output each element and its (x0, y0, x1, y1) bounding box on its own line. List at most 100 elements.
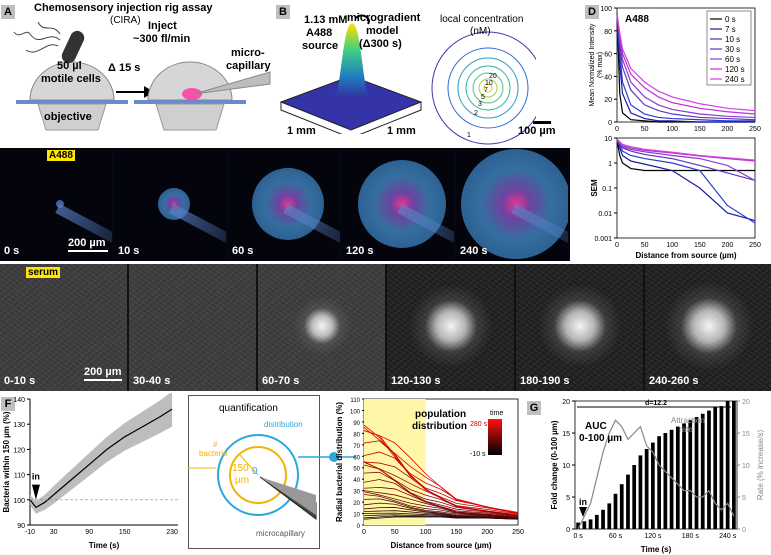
x-tick-label: 150 (451, 529, 463, 536)
x-tick-label: 0 (362, 529, 366, 536)
sem-band (30, 393, 173, 514)
panel-label-g: G (527, 401, 541, 415)
fold-change-bar (576, 522, 580, 529)
panel-e-frame: 30-40 s (129, 264, 256, 391)
x-tick-label: 90 (85, 529, 93, 536)
panel-g-ylabel: Fold change (0-100 µm) (550, 420, 559, 509)
panel-a-capillary-2: capillary (226, 60, 271, 72)
panel-b-conc-unit: (nM) (470, 26, 491, 37)
sem-line-240-s (616, 138, 756, 161)
panel-f-radius: 150 (232, 463, 249, 474)
panel-f-distribution-chart: 0 10 20 30 40 50 60 70 80 90 100 110 0 50 100 150 200 250… (335, 398, 524, 550)
y2-tick-label: 0 (742, 527, 746, 534)
contour-label-1: 1 (467, 132, 471, 139)
fold-change-bar (694, 417, 699, 529)
fold-change-bar (601, 509, 605, 529)
x-tick-label: 250 (749, 242, 761, 249)
fold-change-bar (582, 521, 587, 529)
fold-change-bar (657, 436, 661, 529)
panel-f-left-ylabel: Bacteria within 150 µm (%) (2, 411, 11, 512)
panel-d-title: A488 (625, 14, 649, 25)
panel-b-source-conc: 1.13 mM (304, 14, 348, 26)
time-colorbar (488, 419, 502, 455)
panel-d-xlabel: Distance from source (µm) (635, 251, 736, 260)
fold-change-bar (682, 423, 686, 529)
x-tick-label: -10 (25, 529, 35, 536)
panel-g-xlabel: Time (s) (641, 545, 672, 554)
x-tick-label: 100 (666, 242, 678, 249)
distribution-curve (363, 471, 519, 517)
y-tick-label: 0.1 (602, 186, 612, 193)
panel-a-objective: objective (44, 111, 92, 123)
x-tick-label: 0 s (573, 533, 583, 540)
panel-label-a: A (1, 5, 15, 19)
intensity-line-120-s (616, 13, 756, 115)
panel-e-frame: 120-130 s (387, 264, 514, 391)
y-tick-label: 70 (353, 444, 360, 450)
panel-b-axis-right: 1 mm (387, 125, 416, 137)
x-tick-label: 100 (666, 126, 678, 133)
panel-b-conc-title: local concentration (440, 14, 524, 25)
fold-change-bar (669, 429, 674, 529)
panel-c-frame-time: 10 s (118, 245, 140, 257)
y-tick-label: 20 (604, 97, 612, 104)
y-tick-label: 0 (566, 527, 570, 534)
panel-b-source-dye: A488 (306, 27, 333, 39)
sem-line-10-s (616, 140, 756, 224)
panel-f-bacteria: bacteria (199, 449, 228, 458)
panel-e-frame: 240-260 s (645, 264, 771, 391)
panel-b-scale-label: 100 µm (518, 125, 556, 137)
legend-label: 240 s (725, 75, 745, 84)
intensity-line-10-s (616, 13, 755, 122)
fold-change-bar (644, 449, 649, 529)
panel-d-top-ylabel: Mean Normalized Intensity (589, 23, 596, 106)
panel-c-dye-label: A488 (47, 150, 75, 161)
panel-f-distribution: distribution (264, 420, 303, 429)
dist-title-2: distribution (412, 421, 467, 432)
y-tick-label: 20 (353, 501, 360, 507)
intensity-line-60-s (616, 13, 756, 119)
legend-label: 120 s (725, 65, 745, 74)
y-tick-label: 100 (600, 6, 612, 13)
y-tick-label: 0 (357, 524, 361, 530)
fold-change-bar (594, 514, 599, 529)
panel-f-quant-box (188, 395, 320, 549)
effect-size: d=12.2 (645, 400, 667, 407)
panel-f-bacteria-hash: # (213, 440, 218, 449)
panel-label-f: F (1, 397, 15, 411)
panel-f-quant-title: quantification (219, 403, 278, 414)
panel-e-scalebar (84, 379, 122, 381)
y-tick-label: 110 (14, 473, 25, 480)
distribution-curve (363, 490, 519, 518)
panel-a-title: Chemosensory injection rig assay (34, 2, 213, 14)
x-tick-label: 250 (749, 126, 761, 133)
panel-f-origin: 0 (252, 466, 258, 477)
panel-b-axis-left: 1 mm (287, 125, 316, 137)
time-colorbar-min: -10 s (470, 451, 486, 458)
sem-line-30-s (616, 140, 756, 182)
distribution-curve (363, 479, 519, 517)
x-tick-label: 0 (615, 126, 619, 133)
time-colorbar-title: time (490, 410, 503, 417)
panel-a-schematic (13, 21, 271, 131)
x-tick-label: 150 (694, 242, 706, 249)
panel-b-model-3: (Δ300 s) (359, 38, 402, 50)
panel-f-radius-unit: µm (235, 475, 250, 486)
y-tick-label: 100 (13, 498, 25, 505)
x-tick-label: 60 s (609, 533, 623, 540)
injection-label: in (32, 472, 40, 482)
injection-arrow-icon (579, 507, 587, 517)
panel-label-b: B (276, 5, 290, 19)
y-tick-label: 100 (350, 409, 361, 415)
x-tick-label: 50 (641, 126, 649, 133)
x-tick-label: 200 (722, 242, 734, 249)
panel-b-surface (279, 14, 423, 134)
panel-f-left-xlabel: Time (s) (89, 541, 120, 550)
panel-a-cells-volume: 50 µl (57, 60, 82, 72)
panel-c-strip: 0 s 10 s 60 s 120 s 240 s (0, 148, 570, 261)
y-tick-label: 15 (562, 431, 570, 438)
fold-change-bar (607, 503, 612, 529)
panel-c-scalebar (68, 250, 108, 252)
y-tick-label: 0.001 (594, 236, 612, 243)
